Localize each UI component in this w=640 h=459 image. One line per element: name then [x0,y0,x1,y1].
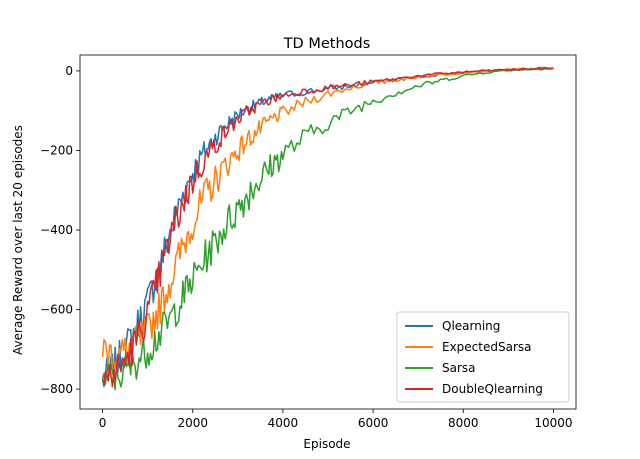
series-line-sarsa [101,67,554,391]
y-tick-label: −400 [40,223,73,237]
y-tick-label: −600 [40,303,73,317]
x-tick-label: 8000 [448,416,479,430]
y-tick-label: 0 [65,64,73,78]
legend: Qlearning ExpectedSarsa Sarsa DoubleQlearni… [396,311,570,403]
legend-label: ExpectedSarsa [442,340,532,354]
plot-frame [79,54,577,410]
x-tick-label: 10000 [534,416,572,430]
y-tick-label: −800 [40,382,73,396]
axes-layer: 0 2000 4000 6000 8000 10000 −800 −600 −400 −200 0 [40,54,577,430]
x-tick-label: 6000 [358,416,389,430]
y-tick-label: −200 [40,143,73,157]
x-tick-label: 0 [99,416,107,430]
x-tick-label: 4000 [268,416,299,430]
series-layer [101,66,554,391]
legend-box [396,311,570,403]
x-tick-label: 2000 [177,416,208,430]
legend-label: Qlearning [442,319,500,333]
y-axis-label: Average Reward over last 20 episodes [11,125,25,355]
x-axis-label: Episode [303,437,350,451]
legend-label: Sarsa [442,361,476,375]
series-line-expectedsarsa [101,66,554,372]
legend-label: DoubleQlearning [442,382,543,396]
series-line-doubleqlearning [101,66,554,388]
chart-title: TD Methods [283,36,371,52]
